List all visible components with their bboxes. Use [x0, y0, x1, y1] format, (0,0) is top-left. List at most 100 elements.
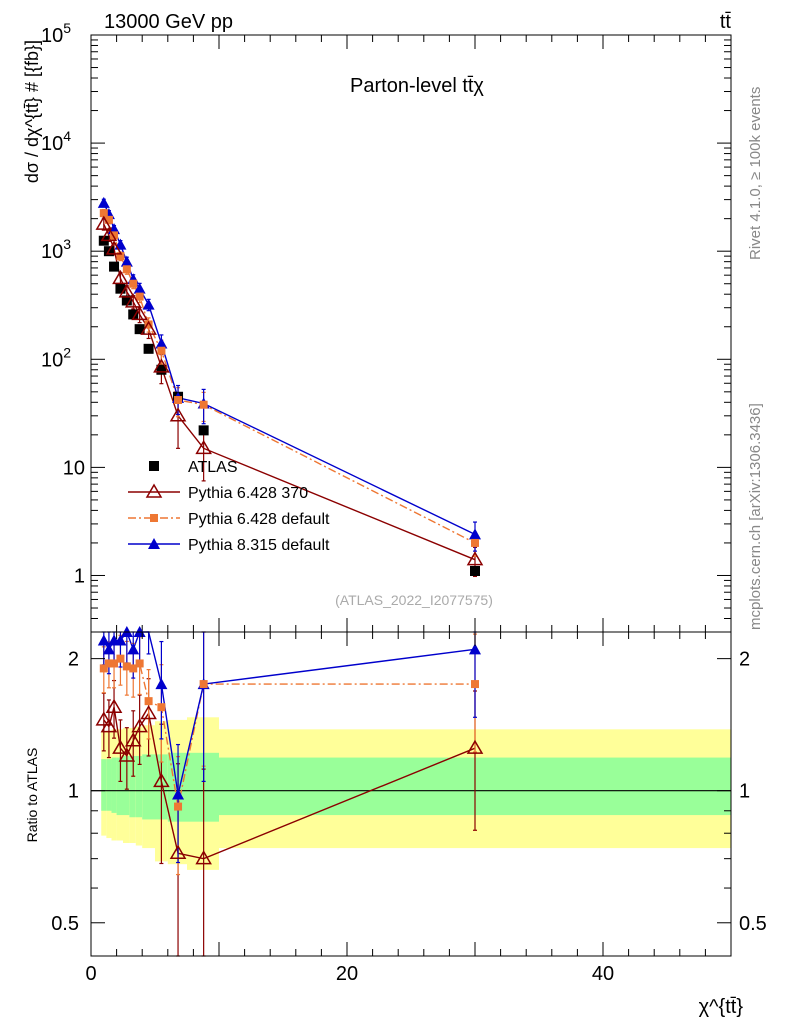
ratio-point-0-7 [140, 704, 157, 720]
series-point-1-4 [118, 283, 136, 298]
ratio-point-1-1 [104, 659, 113, 668]
main-plot-area [95, 196, 484, 578]
ratio-point-0-3 [112, 739, 129, 754]
legend-ATLAS-0 [149, 461, 159, 471]
ratio-point-1-7 [144, 697, 153, 706]
series-point-1-11 [466, 551, 484, 566]
series-point-2-5 [129, 279, 138, 288]
series-point-2-9 [174, 396, 183, 405]
ATLAS-point-0-8 [156, 364, 167, 375]
series-point-3-7 [142, 298, 155, 310]
main-watermark: (ATLAS_2022_I2077575) [335, 592, 493, 608]
ATLAS-point-0-5 [128, 309, 139, 320]
ratio-y-axis: 0.5 0.5 1 1 2 2 [51, 649, 767, 935]
main-ytick-label-1: 10 [63, 457, 85, 479]
series-point-1-6 [131, 305, 148, 321]
ratio-point-0-4 [118, 747, 136, 762]
ATLAS-point-0-4 [121, 295, 132, 306]
ratio-point-1-3 [116, 654, 125, 663]
series-point-2-1 [104, 215, 113, 224]
ATLAS-point-0-7 [143, 343, 154, 354]
main-frame [90, 34, 732, 633]
ratio-plot-area [91, 626, 731, 957]
ATLAS-point-0-6 [134, 324, 145, 335]
ratio-ytick-label-right-1: 1 [739, 781, 750, 803]
ratio-x-axis: 0 20 40 [85, 632, 732, 985]
ratio-point-1-5 [129, 664, 138, 673]
band-inner-1 [106, 759, 112, 811]
legend-marker-1 [145, 483, 163, 498]
band-inner-6 [135, 755, 143, 818]
mcplots-label: mcplots.cern.ch [arXiv:1306.3436] [747, 403, 764, 630]
legend-label-0: ATLAS [188, 459, 238, 476]
ratio-ytick-label-left-2: 2 [68, 649, 79, 671]
series-point-1-10 [195, 439, 212, 455]
main-ytick-label-2: 102 [41, 344, 71, 371]
band-inner-5 [129, 755, 136, 818]
ratio-ytick-label-left-1: 1 [68, 781, 79, 803]
main-ytick-label-5: 105 [41, 20, 71, 47]
ratio-frame [90, 631, 732, 957]
series-point-1-0 [95, 215, 113, 230]
ATLAS-point-0-3 [115, 283, 126, 294]
ratio-xtick-label-1: 20 [336, 963, 358, 985]
ratio-point-0-1 [100, 718, 118, 733]
series-point-1-8 [153, 358, 170, 373]
series-point-2-10 [199, 400, 208, 409]
series-point-2-3 [116, 252, 125, 261]
legend-marker-3 [148, 538, 160, 549]
rivet-label: Rivet 4.1.0, ≥ 100k events [747, 87, 764, 260]
ratio-y-label: Ratio to ATLAS [24, 748, 40, 843]
main-y-label: dσ / dχ^{tt̄} # [{fb}] [22, 40, 42, 183]
ratio-point-2-1 [102, 643, 115, 655]
ratio-ytick-label-right-2: 2 [739, 649, 750, 671]
main-ytick-label-4: 104 [41, 128, 71, 155]
legend-label-1: Pythia 6.428 370 [188, 485, 308, 502]
main-title: Parton-level tt̄χ [350, 75, 484, 97]
ratio-point-0-9 [169, 844, 187, 860]
legend: ATLAS Pythia 6.428 370 Pythia 6.428 defaul… [128, 459, 330, 554]
ratio-panel: 0.5 0.5 1 1 2 2 0 20 40 Ratio to ATLAS χ^{tt̄} [24, 626, 767, 1018]
ratio-point-0-10 [195, 850, 212, 865]
series-point-2-2 [110, 231, 119, 240]
ATLAS-point-0-2 [109, 261, 120, 272]
series-point-2-6 [135, 292, 144, 301]
main-panel: 1 10 102 103 104 105 Parton-level tt̄χ dσ / d… [22, 20, 732, 633]
ratio-point-1-9 [174, 802, 183, 811]
legend-marker-2 [150, 514, 158, 522]
ratio-point-0-6 [131, 718, 148, 733]
series-point-1-5 [124, 293, 142, 308]
series-point-3-6 [133, 282, 146, 294]
series-point-1-7 [140, 320, 157, 335]
legend-label-2: Pythia 6.428 default [188, 511, 330, 528]
band-inner-0 [101, 759, 107, 811]
ATLAS-point-0-11 [470, 566, 480, 577]
ratio-point-1-10 [199, 680, 208, 689]
x-axis-label: χ^{tt̄} [699, 996, 744, 1018]
ratio-ytick-label-right-0: 0.5 [739, 913, 767, 935]
series-point-3-11 [469, 528, 481, 540]
ratio-point-2-9 [172, 788, 185, 800]
ratio-point-2-5 [127, 643, 140, 655]
ratio-point-1-8 [157, 703, 166, 712]
ratio-xtick-label-0: 0 [85, 963, 96, 985]
ratio-point-0-0 [95, 711, 113, 726]
ratio-point-2-11 [469, 643, 481, 655]
ratio-point-2-0 [97, 634, 110, 646]
ratio-ytick-label-left-0: 0.5 [51, 913, 79, 935]
ATLAS-point-0-10 [198, 425, 209, 436]
series-point-3-4 [120, 255, 133, 267]
main-ytick-label-0: 1 [74, 565, 85, 587]
ratio-point-1-0 [99, 664, 108, 673]
ratio-xtick-label-2: 40 [592, 963, 614, 985]
legend-label-3: Pythia 8.315 default [188, 537, 330, 554]
series-point-2-4 [122, 265, 131, 274]
series-point-2-7 [144, 320, 153, 329]
ratio-point-0-8 [153, 772, 170, 788]
band-inner-10 [187, 752, 219, 822]
series-point-3-8 [155, 337, 168, 349]
band-inner-7 [142, 754, 155, 820]
series-point-3-0 [97, 196, 110, 208]
series-point-2-11 [471, 538, 479, 547]
series-line-1 [103, 223, 476, 561]
